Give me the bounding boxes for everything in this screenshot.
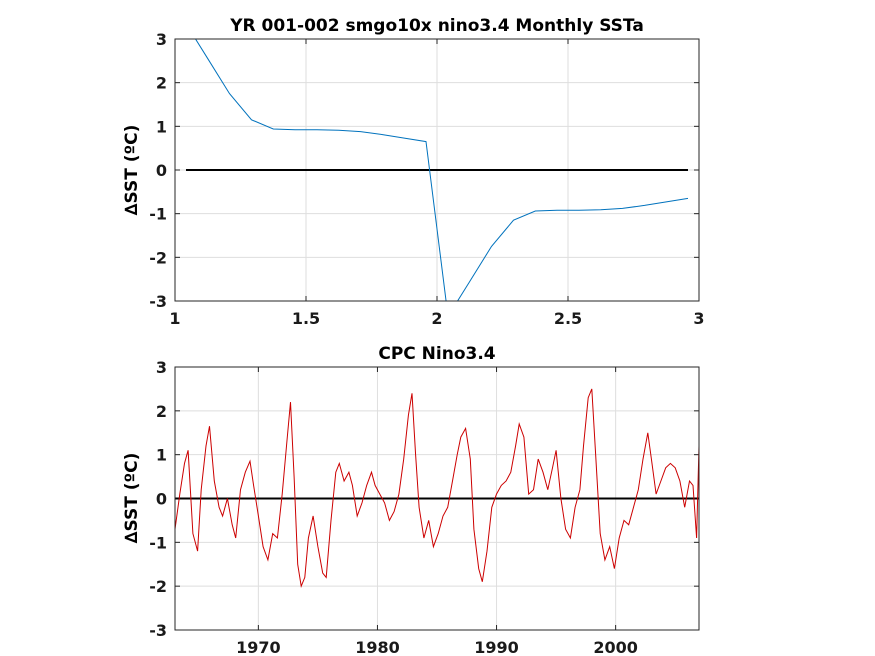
top-panel: 1 1.5 2 2.5 3 -3 -2 -1 0 1 2 3 YR 001-002 smgo10x …: [122, 16, 705, 328]
bottom-y-axis-label: ∆SST (ºC): [122, 453, 142, 544]
bottom-y-tick-label: 1: [156, 446, 167, 465]
bottom-y-tick-label: -1: [149, 533, 167, 552]
bottom-x-tick-label: 1980: [355, 638, 400, 656]
top-y-tick-label: 0: [156, 161, 167, 180]
bottom-x-tick-label: 1970: [236, 638, 281, 656]
top-x-tick-label: 1: [169, 309, 180, 328]
top-chart-title: YR 001-002 smgo10x nino3.4 Monthly SSTa: [229, 16, 644, 36]
top-x-tick-label: 2: [431, 309, 442, 328]
bottom-y-tick-label: 3: [156, 358, 167, 377]
bottom-y-tick-label: -2: [149, 577, 167, 596]
top-y-tick-label: 1: [156, 117, 167, 136]
top-series: [194, 39, 689, 301]
top-plot-frame: [174, 38, 700, 302]
top-x-tick-labels: 1 1.5 2 2.5 3: [169, 309, 704, 328]
top-x-tick-label: 2.5: [554, 309, 582, 328]
top-y-tick-label: -1: [149, 205, 167, 224]
top-y-tick-label: -2: [149, 248, 167, 267]
bottom-y-tick-label: 0: [156, 490, 167, 509]
top-x-tick-label: 1.5: [292, 309, 320, 328]
top-y-tick-label: 3: [156, 30, 167, 49]
bottom-y-tick-label: 2: [156, 402, 167, 421]
bottom-x-tick-label: 2000: [593, 638, 638, 656]
top-y-tick-labels: -3 -2 -1 0 1 2 3: [149, 30, 167, 311]
bottom-x-tick-label: 1990: [474, 638, 519, 656]
top-y-tick-label: -3: [149, 292, 167, 311]
bottom-y-tick-labels: -3 -2 -1 0 1 2 3: [149, 358, 167, 640]
bottom-series: [175, 388, 699, 589]
top-y-axis-label: ∆SST (ºC): [122, 125, 142, 216]
top-y-tick-label: 2: [156, 74, 167, 93]
bottom-series-line: [175, 388, 699, 589]
top-series-line: [194, 39, 689, 301]
top-x-tick-label: 3: [693, 309, 704, 328]
bottom-y-tick-label: -3: [149, 621, 167, 640]
bottom-chart-title: CPC Nino3.4: [378, 344, 495, 364]
bottom-plot-frame: [174, 366, 700, 631]
bottom-x-tick-labels: 1970 1980 1990 2000: [236, 638, 638, 656]
